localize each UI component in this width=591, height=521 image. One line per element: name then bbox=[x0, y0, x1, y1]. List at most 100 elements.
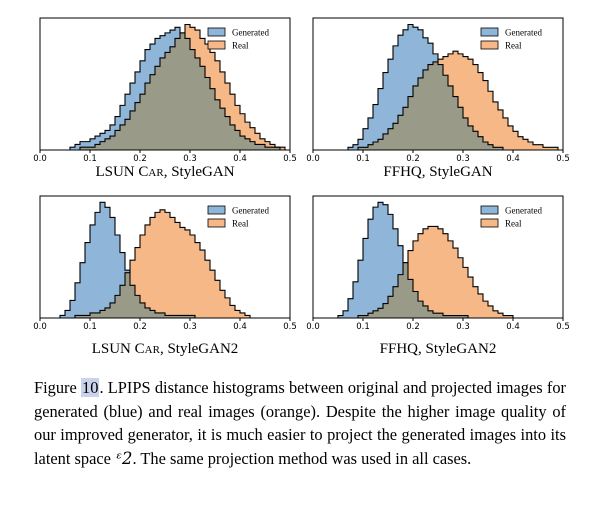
x-tick-label: 0.0 bbox=[33, 154, 47, 164]
overlap-bar bbox=[185, 38, 191, 151]
generated-bar bbox=[85, 242, 91, 318]
overlap-bar bbox=[120, 124, 126, 150]
x-tick-label: 0.1 bbox=[83, 154, 97, 164]
histogram-panel-lsun-car-stylegan2: 0.0 0.1 0.2 0.3 0.4 0.5 Generated Real LSUN Car… bbox=[33, 195, 297, 371]
overlap-bar bbox=[358, 315, 364, 318]
overlap-bar bbox=[368, 313, 374, 318]
generated-bar bbox=[338, 315, 344, 318]
caption-text-end: . The same projection method was used in… bbox=[132, 448, 472, 468]
overlap-bar bbox=[493, 147, 499, 150]
real-bar bbox=[543, 147, 549, 150]
generated-bar bbox=[393, 45, 399, 150]
x-tick-label: 0.4 bbox=[506, 322, 520, 332]
real-bar bbox=[250, 127, 256, 150]
overlap-bar bbox=[250, 141, 256, 150]
real-bar bbox=[230, 94, 236, 150]
overlap-bar bbox=[388, 128, 394, 150]
generated-bar bbox=[90, 224, 96, 318]
chart-subtitle: LSUN Car, StyleGAN bbox=[95, 164, 235, 180]
real-bar bbox=[488, 91, 494, 150]
x-tick-label: 0.4 bbox=[233, 154, 247, 164]
real-bar bbox=[448, 240, 454, 318]
real-bar bbox=[488, 305, 494, 318]
overlap-bar bbox=[358, 147, 364, 150]
overlap-bar bbox=[220, 108, 226, 150]
plot-border bbox=[312, 17, 564, 151]
real-bar bbox=[215, 280, 221, 318]
overlap-bar bbox=[165, 315, 171, 318]
real-bar bbox=[433, 226, 439, 318]
x-tick-label: 0.2 bbox=[406, 154, 420, 164]
histogram-panel-lsun-car-stylegan: 0.0 0.1 0.2 0.3 0.4 0.5 Generated Real LSUN Car… bbox=[33, 17, 297, 193]
legend-real-label: Real bbox=[232, 41, 249, 51]
real-bar bbox=[483, 80, 489, 150]
histogram-chart: 0.0 0.1 0.2 0.3 0.4 0.5 Generated Real bbox=[33, 195, 297, 332]
real-bar bbox=[225, 297, 231, 318]
overlap-bar bbox=[230, 124, 236, 150]
legend-generated-label: Generated bbox=[232, 28, 269, 38]
overlap-bar bbox=[393, 286, 399, 318]
x-tick-label: 0.5 bbox=[556, 322, 570, 332]
overlap-bar bbox=[80, 315, 86, 318]
figure-caption: Figure 10. LPIPS distance histograms bet… bbox=[34, 376, 566, 470]
x-tick-label: 0.5 bbox=[283, 154, 297, 164]
overlap-bar bbox=[403, 262, 409, 318]
real-bar bbox=[473, 64, 479, 150]
overlap-bar bbox=[270, 147, 276, 150]
overlap-bar bbox=[378, 308, 384, 318]
generated-bar bbox=[373, 207, 379, 318]
real-bar bbox=[235, 105, 241, 150]
generated-bar bbox=[110, 217, 116, 318]
generated-bar bbox=[398, 35, 404, 150]
real-bar bbox=[443, 233, 449, 318]
generated-bar bbox=[363, 238, 369, 318]
generated-bar bbox=[60, 315, 66, 318]
overlap-bar bbox=[135, 295, 141, 318]
overlap-bar bbox=[473, 131, 479, 150]
overlap-bar bbox=[180, 32, 186, 150]
generated-bar bbox=[75, 282, 81, 318]
overlap-bar bbox=[265, 147, 271, 150]
real-bar bbox=[473, 286, 479, 318]
legend-generated-swatch bbox=[207, 205, 226, 215]
overlap-bar bbox=[200, 66, 206, 150]
x-tick-label: 0.2 bbox=[133, 322, 147, 332]
generated-outline bbox=[333, 23, 563, 151]
real-bar bbox=[513, 131, 519, 150]
figure-number-link[interactable]: 10 bbox=[81, 378, 100, 397]
legend-generated-swatch bbox=[480, 27, 499, 37]
generated-bar bbox=[100, 202, 106, 318]
overlap-bar bbox=[75, 315, 81, 318]
real-bar bbox=[170, 217, 176, 318]
real-bar bbox=[190, 235, 196, 318]
real-bar bbox=[220, 290, 226, 318]
overlap-bar bbox=[95, 144, 101, 150]
overlap-bar bbox=[180, 315, 186, 318]
generated-bar bbox=[65, 310, 71, 318]
real-bar bbox=[210, 270, 216, 318]
legend-real-swatch bbox=[207, 218, 226, 228]
overlap-bar bbox=[140, 302, 146, 318]
generated-bar bbox=[358, 260, 364, 318]
overlap-bar bbox=[175, 315, 181, 318]
overlap-bar bbox=[388, 296, 394, 318]
figure-label: Figure bbox=[34, 378, 77, 397]
overlap-bar bbox=[205, 77, 211, 150]
overlap-bar bbox=[135, 102, 141, 150]
overlap-bar bbox=[235, 130, 241, 150]
real-bar bbox=[438, 228, 444, 318]
generated-bar bbox=[343, 310, 349, 318]
real-outline bbox=[333, 50, 563, 151]
overlap-bar bbox=[245, 138, 251, 150]
overlap-bar bbox=[95, 312, 101, 318]
overlap-bar bbox=[145, 83, 151, 150]
generated-bar bbox=[368, 219, 374, 318]
real-bar bbox=[528, 141, 534, 150]
plot-border bbox=[312, 195, 564, 319]
overlap-bar bbox=[458, 107, 464, 150]
overlap-bar bbox=[110, 302, 116, 318]
overlap-bar bbox=[413, 291, 419, 318]
legend-generated-label: Generated bbox=[505, 28, 542, 38]
legend: Generated Real bbox=[207, 205, 269, 229]
x-tick-label: 0.3 bbox=[456, 322, 470, 332]
